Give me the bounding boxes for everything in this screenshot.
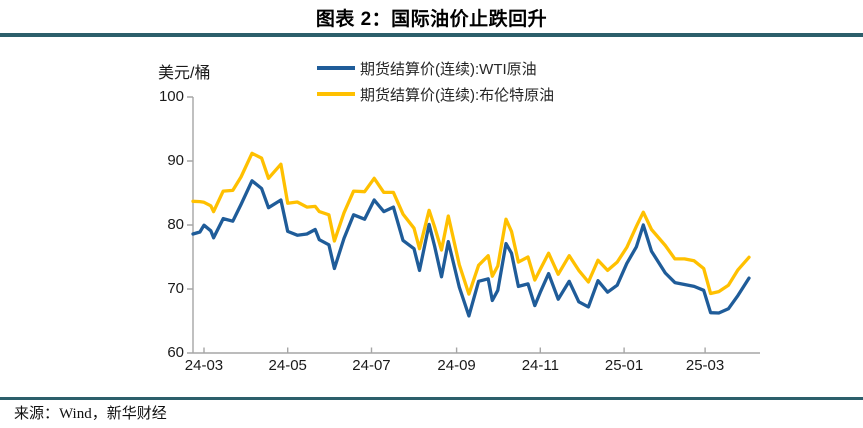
x-tick-label: 25-01	[604, 357, 644, 374]
y-tick-label: 60	[167, 344, 184, 361]
wti-price-line	[191, 179, 751, 318]
chart-title: 图表 2：国际油价止跌回升	[315, 9, 548, 30]
top-divider	[0, 33, 863, 37]
legend-item-wti: 期货结算价(连续):WTI原油	[317, 55, 554, 81]
y-tick-label: 70	[167, 280, 184, 297]
legend-item-brent: 期货结算价(连续):布伦特原油	[317, 81, 554, 107]
brent-line-swatch	[317, 92, 355, 96]
legend-label-brent: 期货结算价(连续):布伦特原油	[360, 86, 555, 104]
x-tick-label: 24-07	[352, 357, 391, 374]
y-tick-label: 80	[167, 216, 184, 233]
y-tick-label: 90	[167, 152, 184, 169]
x-tick-label: 24-05	[268, 357, 307, 374]
y-tick-label: 100	[158, 88, 184, 105]
y-axis-unit-label: 美元/桶	[158, 65, 211, 82]
x-tick-label: 24-11	[521, 357, 559, 374]
source-note: 来源：Wind，新华财经	[14, 406, 167, 422]
x-tick-label: 24-03	[184, 357, 224, 374]
brent-price-line	[191, 151, 751, 296]
legend: 期货结算价(连续):WTI原油 期货结算价(连续):布伦特原油	[317, 55, 554, 107]
axis-lines	[187, 96, 760, 354]
x-tick-label: 24-09	[437, 357, 476, 374]
bottom-divider	[0, 397, 863, 400]
x-tick-label: 25-03	[685, 357, 725, 374]
wti-line-swatch	[317, 66, 355, 70]
legend-label-wti: 期货结算价(连续):WTI原油	[360, 60, 537, 78]
